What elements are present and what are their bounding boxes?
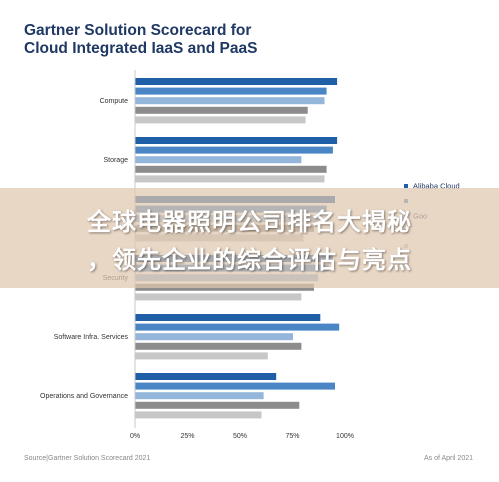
category-label: Operations and Governance [40,393,128,400]
chart-title-line2: Cloud Integrated IaaS and PaaS [24,40,258,57]
bar-1-5 [135,116,306,124]
bar-6-3 [135,392,264,400]
bar-6-1 [135,373,277,380]
bar-1-3 [135,97,325,105]
x-tick-label: 0% [130,433,140,440]
category-label: Software Infra. Services [54,334,129,341]
bar-2-1 [135,137,338,144]
bar-2-5 [135,175,325,183]
bar-2-2 [135,146,333,154]
x-tick-label: 50% [233,433,247,440]
bar-5-2 [135,323,340,331]
date-note: As of April 2021 [423,455,473,462]
bar-6-4 [135,401,300,409]
bar-6-2 [135,382,335,390]
bar-1-4 [135,106,308,114]
legend-swatch [404,184,408,188]
bar-4-5 [135,293,302,301]
x-tick-label: 25% [180,433,194,440]
x-tick-label: 75% [285,433,299,440]
category-label: Storage [103,157,128,164]
chart-title-line1: Gartner Solution Scorecard for [24,22,252,39]
bar-5-3 [135,333,293,341]
bar-1-1 [135,78,338,85]
source-note: Source|Gartner Solution Scorecard 2021 [24,455,151,462]
chart-title: Gartner Solution Scorecard for Cloud Int… [24,22,257,58]
bar-2-4 [135,165,327,173]
bar-2-3 [135,156,302,164]
bar-5-1 [135,314,321,321]
banner-line1: 全球电器照明公司排名大揭秘 [87,208,412,236]
bar-6-5 [135,411,262,419]
promo-banner: 全球电器照明公司排名大揭秘 ，领先企业的综合评估与亮点 [0,188,499,288]
bar-5-5 [135,352,268,360]
x-tick-label: 100% [336,433,354,440]
category-label: Compute [100,98,129,105]
bar-1-2 [135,87,327,95]
bar-5-4 [135,342,302,350]
legend-label: Alibaba Cloud [413,182,460,191]
banner-line2: ，领先企业的综合评估与亮点 [87,246,412,274]
